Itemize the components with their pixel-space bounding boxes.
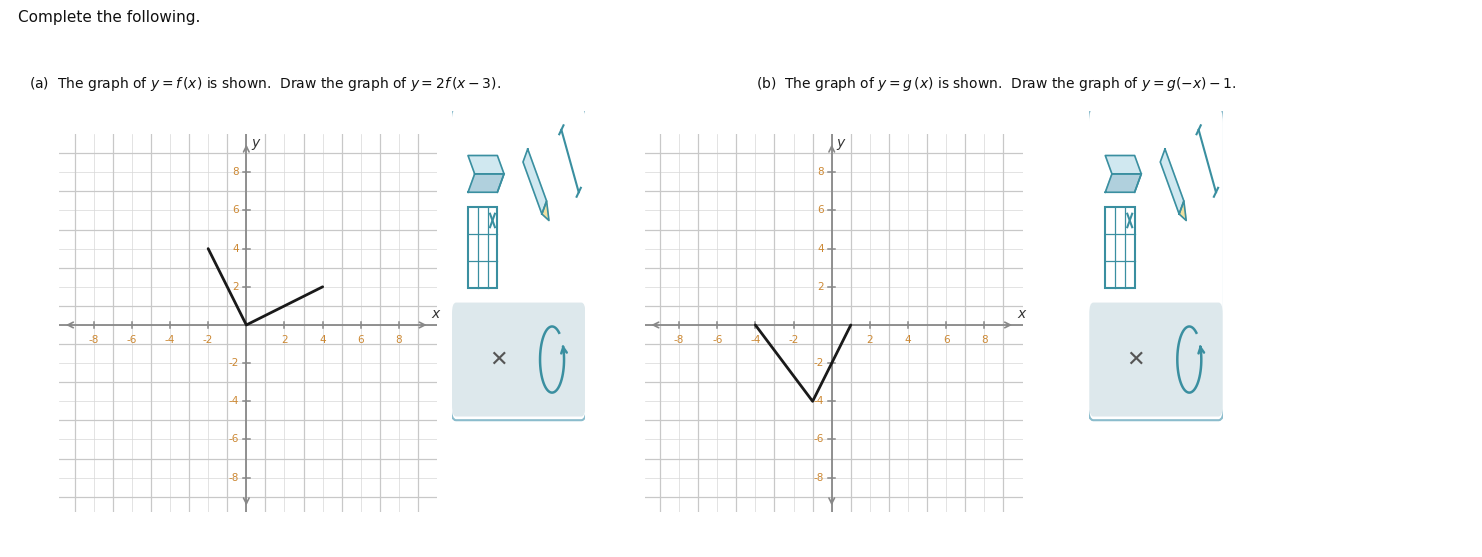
- Text: $y$: $y$: [250, 137, 262, 152]
- Text: -4: -4: [750, 335, 760, 345]
- Text: 6: 6: [818, 206, 824, 216]
- Text: $x$: $x$: [431, 307, 442, 321]
- Text: -6: -6: [126, 335, 136, 345]
- Polygon shape: [1106, 155, 1141, 174]
- Text: 4: 4: [904, 335, 911, 345]
- Text: -6: -6: [711, 335, 722, 345]
- Text: 4: 4: [319, 335, 326, 345]
- Text: ✕: ✕: [489, 350, 508, 369]
- Text: -4: -4: [228, 397, 239, 406]
- Polygon shape: [1106, 174, 1141, 192]
- Text: -8: -8: [814, 473, 824, 483]
- Text: 4: 4: [818, 243, 824, 253]
- Text: -4: -4: [165, 335, 175, 345]
- Text: 4: 4: [233, 243, 239, 253]
- Text: -4: -4: [814, 397, 824, 406]
- Text: 2: 2: [282, 335, 288, 345]
- Bar: [1106, 207, 1135, 288]
- Text: -2: -2: [814, 358, 824, 368]
- Text: 2: 2: [233, 282, 239, 292]
- Text: Complete the following.: Complete the following.: [18, 10, 200, 25]
- Text: 8: 8: [233, 167, 239, 177]
- Text: -2: -2: [203, 335, 213, 345]
- Text: -8: -8: [228, 473, 239, 483]
- Text: 6: 6: [943, 335, 950, 345]
- Polygon shape: [523, 149, 547, 214]
- Text: $y$: $y$: [836, 137, 848, 152]
- Text: -2: -2: [228, 358, 239, 368]
- Text: 8: 8: [818, 167, 824, 177]
- Polygon shape: [1160, 149, 1184, 214]
- Text: ✕: ✕: [1126, 350, 1146, 369]
- Text: (b)  The graph of $y = g\,(x)$ is shown.  Draw the graph of $y = g(-x) - 1$.: (b) The graph of $y = g\,(x)$ is shown. …: [756, 75, 1236, 92]
- Polygon shape: [542, 201, 548, 221]
- FancyBboxPatch shape: [1088, 108, 1224, 420]
- Text: -2: -2: [788, 335, 799, 345]
- FancyBboxPatch shape: [451, 108, 587, 420]
- FancyBboxPatch shape: [452, 302, 585, 417]
- Text: -6: -6: [228, 434, 239, 444]
- Text: 6: 6: [233, 206, 239, 216]
- Text: 8: 8: [396, 335, 402, 345]
- Text: 2: 2: [818, 282, 824, 292]
- Text: -6: -6: [814, 434, 824, 444]
- Bar: [468, 207, 498, 288]
- Text: (a)  The graph of $y = f\,(x)$ is shown.  Draw the graph of $y = 2f\,(x-3)$.: (a) The graph of $y = f\,(x)$ is shown. …: [30, 75, 501, 92]
- Polygon shape: [468, 155, 504, 174]
- Polygon shape: [468, 174, 504, 192]
- Text: -8: -8: [674, 335, 685, 345]
- FancyBboxPatch shape: [1089, 302, 1223, 417]
- Text: 8: 8: [981, 335, 987, 345]
- Polygon shape: [1180, 201, 1186, 221]
- Text: -8: -8: [89, 335, 99, 345]
- Text: 6: 6: [357, 335, 365, 345]
- Text: 2: 2: [867, 335, 873, 345]
- Text: $x$: $x$: [1017, 307, 1027, 321]
